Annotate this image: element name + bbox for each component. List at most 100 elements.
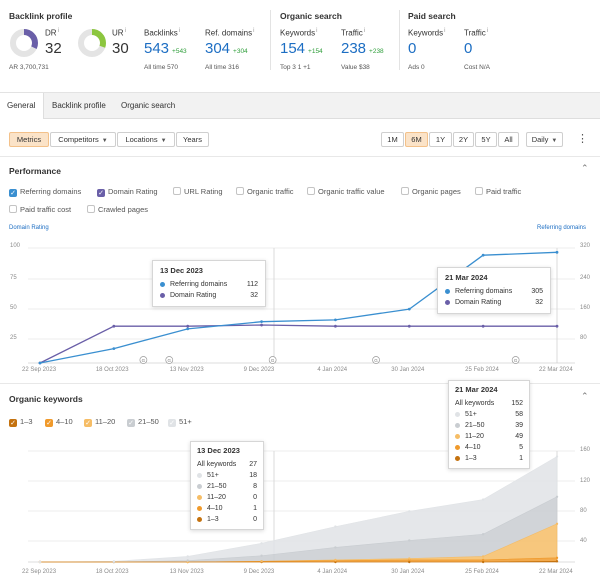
tooltip-label: All keywords bbox=[455, 400, 495, 407]
info-icon[interactable]: i bbox=[363, 28, 366, 34]
paid-traffic-value[interactable]: 0 bbox=[464, 40, 473, 57]
data-point bbox=[555, 560, 559, 563]
tooltip-row: Domain Rating 32 bbox=[160, 290, 258, 301]
chevron-up-icon[interactable]: ⌃ bbox=[581, 163, 589, 173]
tooltip-row: 4–10 1 bbox=[197, 503, 257, 514]
checkbox-paid-traffic-cost[interactable]: Paid traffic cost bbox=[9, 205, 71, 215]
checkbox-crawled-pages[interactable]: Crawled pages bbox=[87, 205, 148, 215]
years-button[interactable]: Years bbox=[176, 132, 209, 147]
x-tick: 22 Sep 2023 bbox=[22, 367, 57, 373]
info-icon[interactable]: i bbox=[124, 28, 126, 34]
event-marker-label: G bbox=[271, 358, 275, 363]
range-6m[interactable]: 6M bbox=[405, 132, 428, 147]
event-marker-icon bbox=[511, 356, 520, 364]
range-5y[interactable]: 5Y bbox=[475, 132, 497, 147]
metrics-button[interactable]: Metrics bbox=[9, 132, 49, 147]
filter-label: 51+ bbox=[179, 417, 192, 426]
info-icon[interactable]: i bbox=[57, 28, 59, 34]
info-icon[interactable]: i bbox=[178, 28, 181, 34]
checkbox-domain-rating[interactable]: ✓ Domain Rating bbox=[97, 187, 158, 197]
data-point bbox=[38, 560, 42, 564]
y-tick: 75 bbox=[10, 275, 17, 281]
range-2y[interactable]: 2Y bbox=[453, 132, 474, 147]
filter-11-20[interactable]: ✓ 11–20 bbox=[84, 417, 115, 427]
checkbox-organic-traffic-value[interactable]: Organic traffic value bbox=[307, 187, 385, 197]
checkbox-organic-traffic[interactable]: Organic traffic bbox=[236, 187, 294, 197]
tooltip-label: All keywords bbox=[197, 461, 237, 468]
tooltip-label: 1–3 bbox=[207, 516, 219, 523]
filter-4-10[interactable]: ✓ 4–10 bbox=[45, 417, 73, 427]
data-point bbox=[334, 324, 337, 328]
backlink-profile-title: Backlink profile bbox=[9, 11, 73, 21]
interval-dropdown[interactable]: Daily ▼ bbox=[526, 132, 563, 147]
tab-backlink-profile[interactable]: Backlink profile bbox=[52, 101, 106, 110]
checkbox-label: Organic traffic value bbox=[318, 187, 385, 196]
legend-dot bbox=[445, 300, 450, 305]
filter-51-plus[interactable]: ✓ 51+ bbox=[168, 417, 192, 427]
ur-donut-chart bbox=[78, 29, 106, 57]
info-icon[interactable]: i bbox=[316, 28, 318, 34]
tooltip-date: 21 Mar 2024 bbox=[455, 385, 498, 394]
y2-tick: 160 bbox=[580, 305, 591, 311]
tooltip-label: 1–3 bbox=[465, 455, 477, 462]
tab-general[interactable]: General bbox=[0, 93, 44, 119]
tooltip-row: 51+ 18 bbox=[197, 470, 257, 481]
event-marker-icon bbox=[268, 356, 277, 364]
backlinks-delta: +543 bbox=[172, 48, 187, 55]
tooltip-row: Referring domains 305 bbox=[445, 286, 543, 297]
chevron-up-icon[interactable]: ⌃ bbox=[581, 391, 589, 401]
legend-dot bbox=[197, 517, 202, 522]
checkbox-checked-icon: ✓ bbox=[9, 189, 17, 197]
y2-tick: 80 bbox=[580, 335, 587, 341]
tooltip-value: 0 bbox=[253, 516, 257, 523]
range-1y[interactable]: 1Y bbox=[429, 132, 452, 147]
checkbox-url-rating[interactable]: URL Rating bbox=[173, 187, 223, 197]
filter-label: 1–3 bbox=[20, 417, 33, 426]
checkbox-icon bbox=[236, 187, 244, 195]
competitors-dropdown[interactable]: Competitors ▼ bbox=[50, 132, 116, 147]
locations-dropdown[interactable]: Locations ▼ bbox=[117, 132, 175, 147]
tooltip-value: 32 bbox=[250, 292, 258, 299]
backlinks-value[interactable]: 543 bbox=[144, 40, 170, 57]
organic-keywords-value[interactable]: 154 bbox=[280, 40, 306, 57]
tooltip-label: 51+ bbox=[207, 472, 219, 479]
info-icon[interactable]: i bbox=[444, 28, 446, 34]
tooltip-date: 13 Dec 2023 bbox=[197, 446, 240, 455]
x-tick: 25 Feb 2024 bbox=[465, 367, 499, 373]
filter-1-3[interactable]: ✓ 1–3 bbox=[9, 417, 33, 427]
legend-dot bbox=[455, 456, 460, 461]
more-options-icon[interactable]: ⋮ bbox=[577, 133, 588, 145]
filter-label: 4–10 bbox=[56, 417, 73, 426]
tooltip-row: 1–3 0 bbox=[197, 514, 257, 525]
range-all[interactable]: All bbox=[498, 132, 519, 147]
checkbox-referring-domains[interactable]: ✓ Referring domains bbox=[9, 187, 81, 197]
info-icon[interactable]: i bbox=[486, 28, 489, 34]
x-tick: 22 Mar 2024 bbox=[539, 569, 573, 575]
data-point bbox=[555, 455, 559, 458]
info-icon[interactable]: i bbox=[253, 28, 255, 34]
y-tick: 120 bbox=[580, 478, 591, 484]
data-point bbox=[481, 560, 485, 564]
keyword-area-series bbox=[38, 455, 559, 564]
legend-dot bbox=[197, 484, 202, 489]
paid-keywords-label: Keywords bbox=[408, 28, 444, 38]
paid-keywords-value[interactable]: 0 bbox=[408, 40, 417, 57]
checkbox-icon bbox=[87, 205, 95, 213]
checkbox-organic-pages[interactable]: Organic pages bbox=[401, 187, 461, 197]
organic-traffic-value[interactable]: 238 bbox=[341, 40, 367, 57]
tab-bar: General Backlink profile Organic search bbox=[0, 92, 600, 119]
event-marker-label: G bbox=[167, 358, 171, 363]
tooltip-label: Referring domains bbox=[170, 281, 228, 288]
tab-organic-search[interactable]: Organic search bbox=[121, 101, 176, 110]
filter-21-50[interactable]: ✓ 21–50 bbox=[127, 417, 159, 427]
event-marker-label: G bbox=[514, 358, 518, 363]
ref-domains-value[interactable]: 304 bbox=[205, 40, 231, 57]
checkbox-paid-traffic[interactable]: Paid traffic bbox=[475, 187, 521, 197]
tooltip-label: 11–20 bbox=[207, 494, 226, 501]
range-1m[interactable]: 1M bbox=[381, 132, 404, 147]
performance-title: Performance bbox=[9, 166, 61, 176]
series-line bbox=[39, 251, 558, 364]
data-point bbox=[112, 324, 116, 328]
series-line bbox=[39, 324, 557, 364]
x-tick: 22 Mar 2024 bbox=[539, 367, 573, 373]
